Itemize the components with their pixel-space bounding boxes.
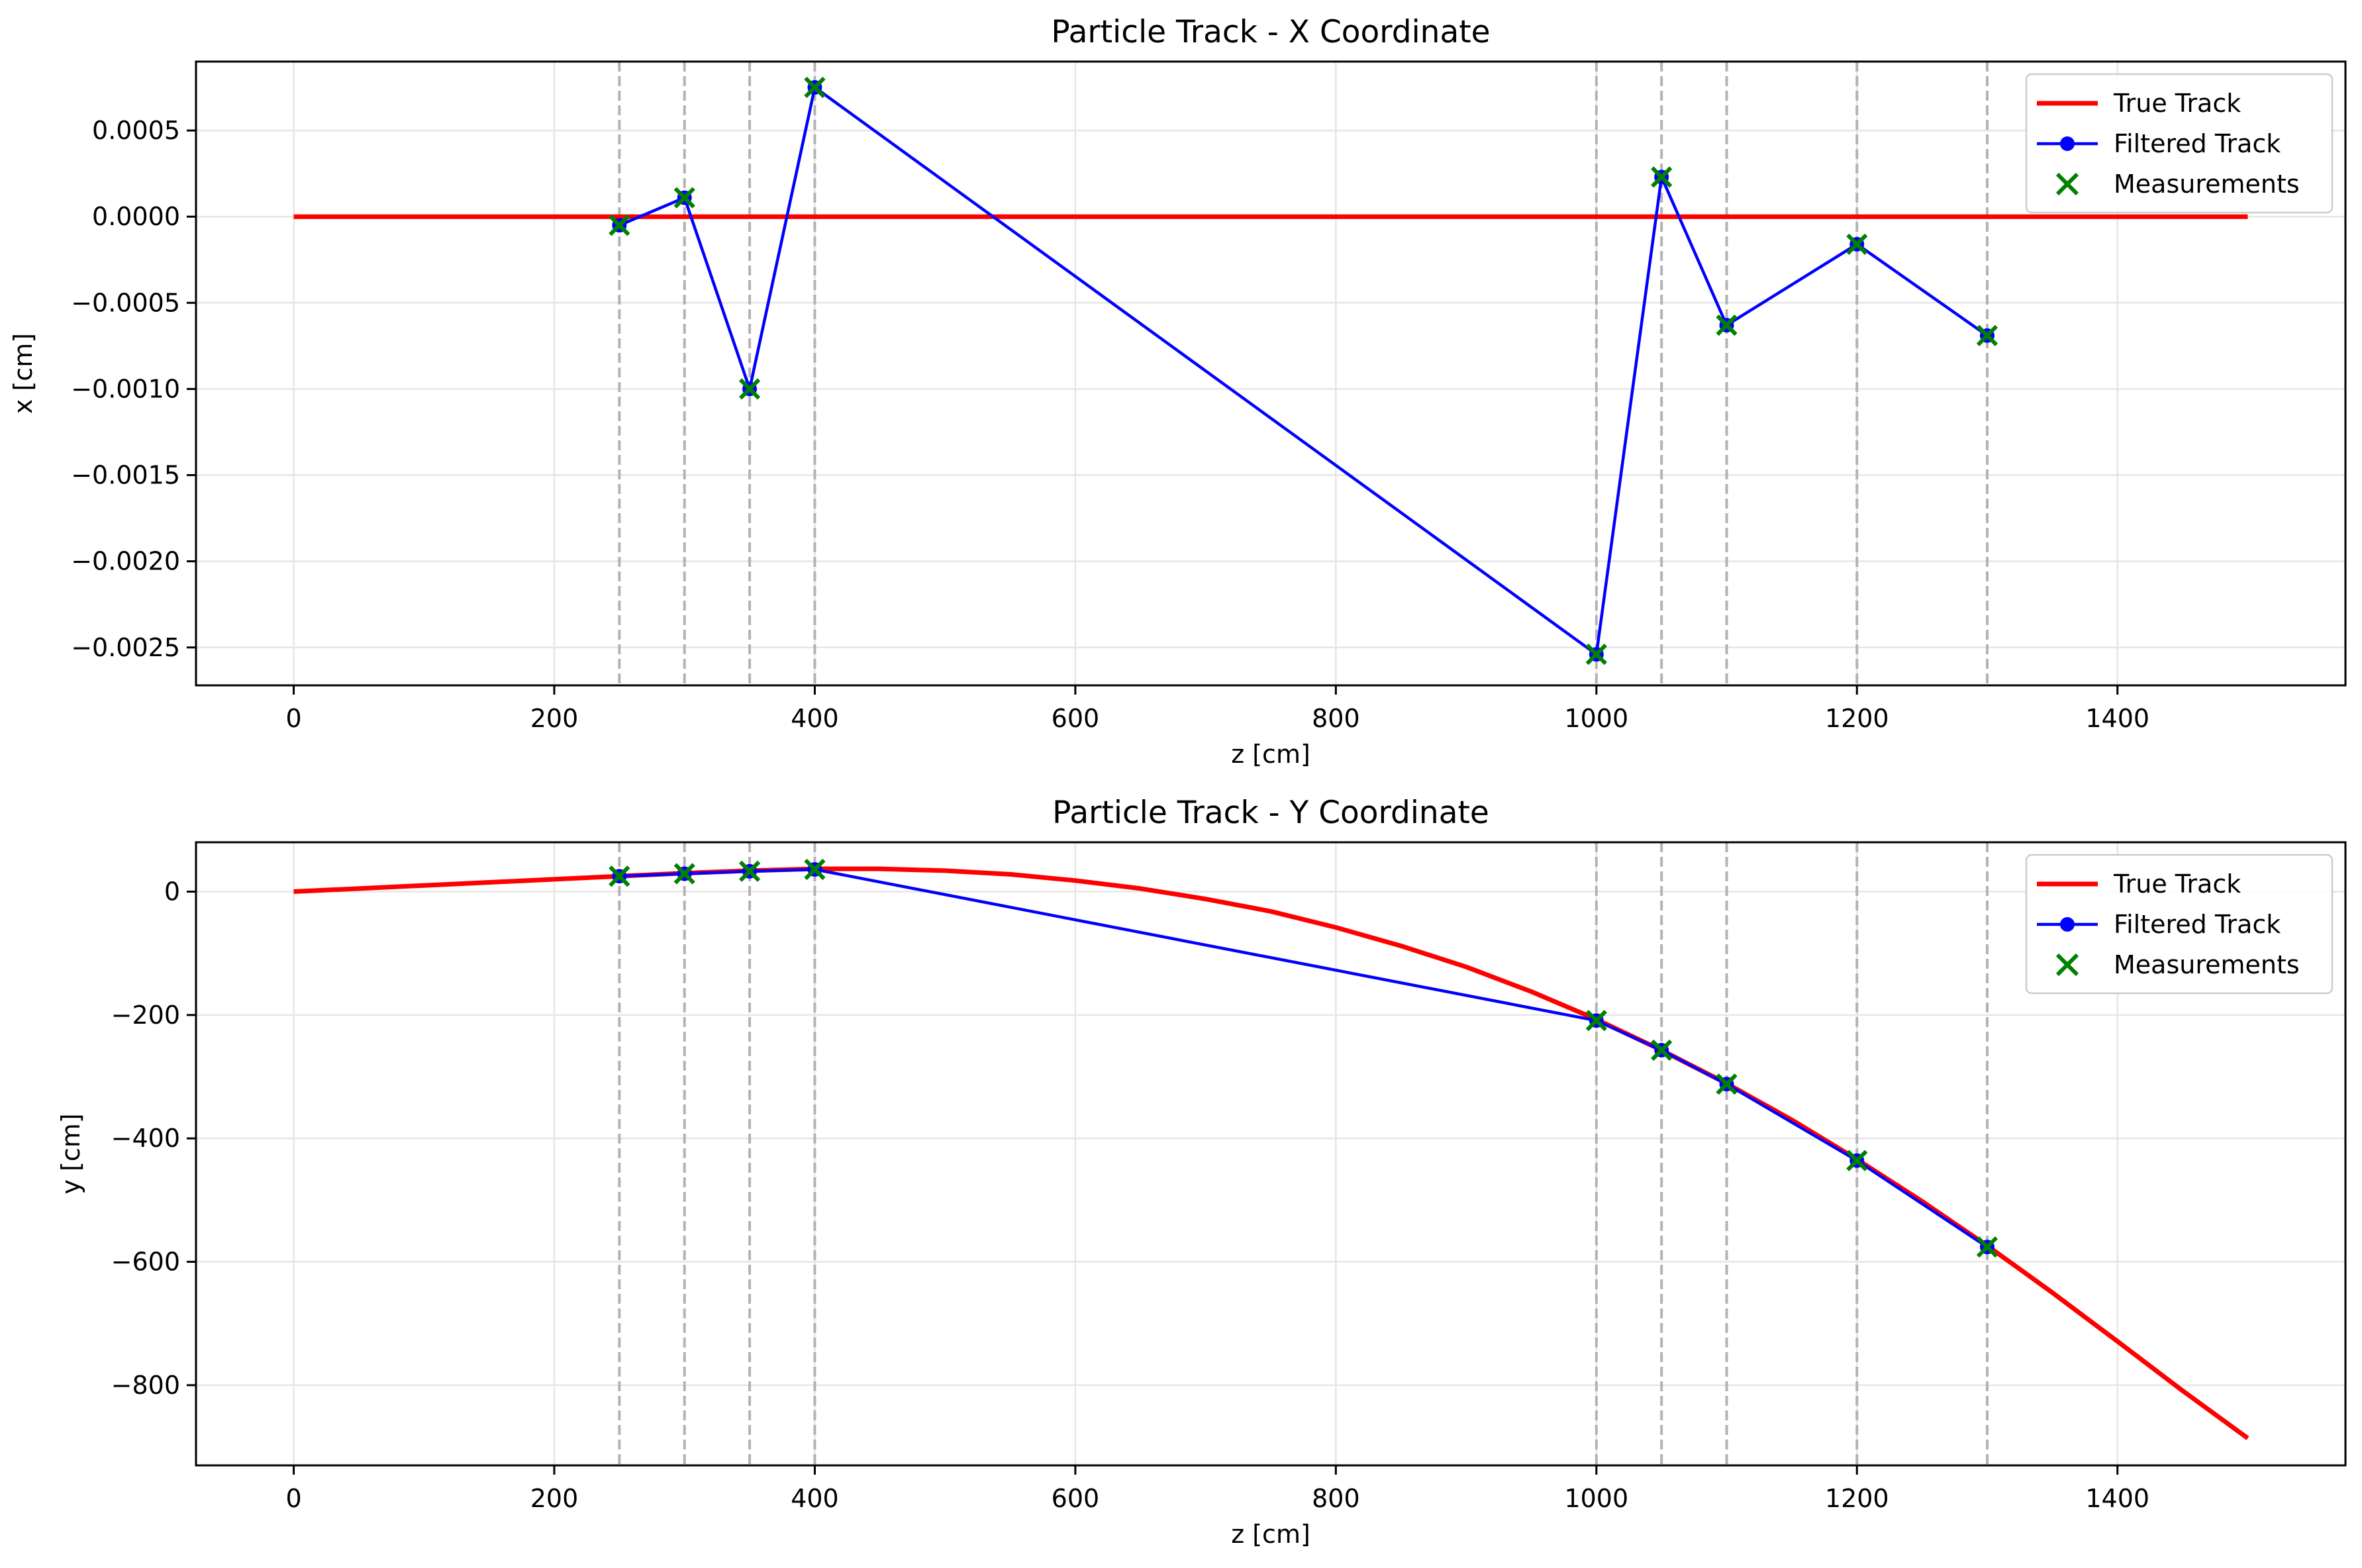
x-tick-label: 1000 bbox=[1564, 704, 1628, 733]
measurement-point bbox=[609, 215, 630, 236]
legend: True Track Filtered Track Measurements bbox=[2025, 854, 2334, 995]
y-tick-label: 0.0000 bbox=[92, 202, 180, 231]
y-tick-label: −0.0015 bbox=[71, 461, 180, 490]
measurement-point bbox=[673, 187, 695, 209]
legend-marker-filtered-track bbox=[2060, 136, 2075, 151]
x-tick-label: 400 bbox=[791, 1484, 839, 1513]
x-tick-label: 0 bbox=[285, 704, 301, 733]
legend-label: Filtered Track bbox=[2114, 129, 2281, 158]
legend-label: True Track bbox=[2113, 869, 2241, 899]
y-tick-label: −0.0010 bbox=[71, 374, 180, 403]
chart-title: Particle Track - X Coordinate bbox=[1051, 14, 1490, 50]
measurement-point bbox=[1585, 644, 1607, 665]
x-tick-label: 600 bbox=[1052, 1484, 1100, 1513]
y-tick-label: 0.0005 bbox=[92, 116, 180, 145]
measurement-point bbox=[1651, 166, 1673, 188]
x-tick-label: 800 bbox=[1312, 1484, 1360, 1513]
measurement-point bbox=[1976, 324, 1998, 346]
measurement-point bbox=[1846, 233, 1868, 255]
x-tick-label: 1200 bbox=[1825, 1484, 1889, 1513]
y-tick-label: −600 bbox=[111, 1248, 180, 1277]
measurement-point bbox=[673, 863, 695, 885]
x-tick-label: 600 bbox=[1052, 704, 1100, 733]
y-tick-label: −400 bbox=[111, 1124, 180, 1153]
measurement-point bbox=[609, 865, 630, 887]
measurement-point bbox=[1716, 315, 1738, 336]
legend-label: Measurements bbox=[2114, 170, 2300, 199]
x-axis-label: z [cm] bbox=[1231, 740, 1310, 769]
x-tick-label: 200 bbox=[530, 1484, 579, 1513]
chart-title: Particle Track - Y Coordinate bbox=[1052, 795, 1489, 831]
legend-label: Filtered Track bbox=[2114, 910, 2281, 939]
legend-label: True Track bbox=[2113, 89, 2241, 118]
measurement-point bbox=[804, 858, 826, 881]
plot-area bbox=[293, 858, 2249, 1440]
legend: True Track Filtered Track Measurements bbox=[2025, 73, 2334, 214]
y-tick-label: −0.0025 bbox=[71, 633, 180, 662]
series-line-true-track bbox=[293, 866, 2249, 1440]
measurement-point bbox=[738, 378, 761, 400]
measurement-point bbox=[1846, 1150, 1868, 1171]
legend-box bbox=[2025, 73, 2334, 214]
plot-area bbox=[293, 76, 2248, 665]
series-line-filtered-track bbox=[618, 85, 1989, 656]
measurement-point bbox=[738, 860, 761, 882]
y-tick-label: 0 bbox=[164, 877, 180, 906]
legend-marker-measurements bbox=[2055, 953, 2079, 977]
chart-panel-2: 0 200 400 600 800 1000 1200 1400 0 −200 −400 −600 −8… bbox=[56, 795, 2347, 1549]
y-tick-label: −200 bbox=[111, 1001, 180, 1030]
x-axis-label: z [cm] bbox=[1231, 1520, 1310, 1549]
measurement-point bbox=[1976, 1236, 1998, 1258]
measurement-point bbox=[1585, 1010, 1607, 1032]
measurement-point bbox=[1651, 1039, 1673, 1061]
x-tick-label: 1400 bbox=[2085, 704, 2149, 733]
legend-marker-measurements bbox=[2055, 172, 2079, 196]
y-axis-label: y [cm] bbox=[56, 1113, 85, 1194]
measurement-point bbox=[804, 76, 826, 99]
chart-panel-1: 0 200 400 600 800 1000 1200 1400 0.0005 0.0000 −0.… bbox=[9, 14, 2347, 769]
y-tick-label: −0.0005 bbox=[71, 288, 180, 317]
measurement-point bbox=[1716, 1073, 1738, 1095]
legend-label: Measurements bbox=[2114, 950, 2300, 979]
y-tick-label: −800 bbox=[111, 1371, 180, 1400]
y-tick-label: −0.0020 bbox=[71, 547, 180, 576]
x-tick-label: 0 bbox=[285, 1484, 301, 1513]
x-tick-label: 400 bbox=[791, 704, 839, 733]
axes-frame bbox=[195, 60, 2347, 687]
series-line-filtered-track bbox=[619, 867, 1989, 1249]
x-tick-label: 1200 bbox=[1825, 704, 1889, 733]
x-tick-label: 1400 bbox=[2085, 1484, 2149, 1513]
axes-frame bbox=[195, 841, 2347, 1467]
legend-marker-filtered-track bbox=[2060, 917, 2075, 932]
legend-box bbox=[2025, 854, 2334, 995]
x-tick-label: 800 bbox=[1312, 704, 1360, 733]
x-tick-label: 200 bbox=[530, 704, 579, 733]
x-tick-label: 1000 bbox=[1564, 1484, 1628, 1513]
y-axis-label: x [cm] bbox=[9, 333, 38, 414]
